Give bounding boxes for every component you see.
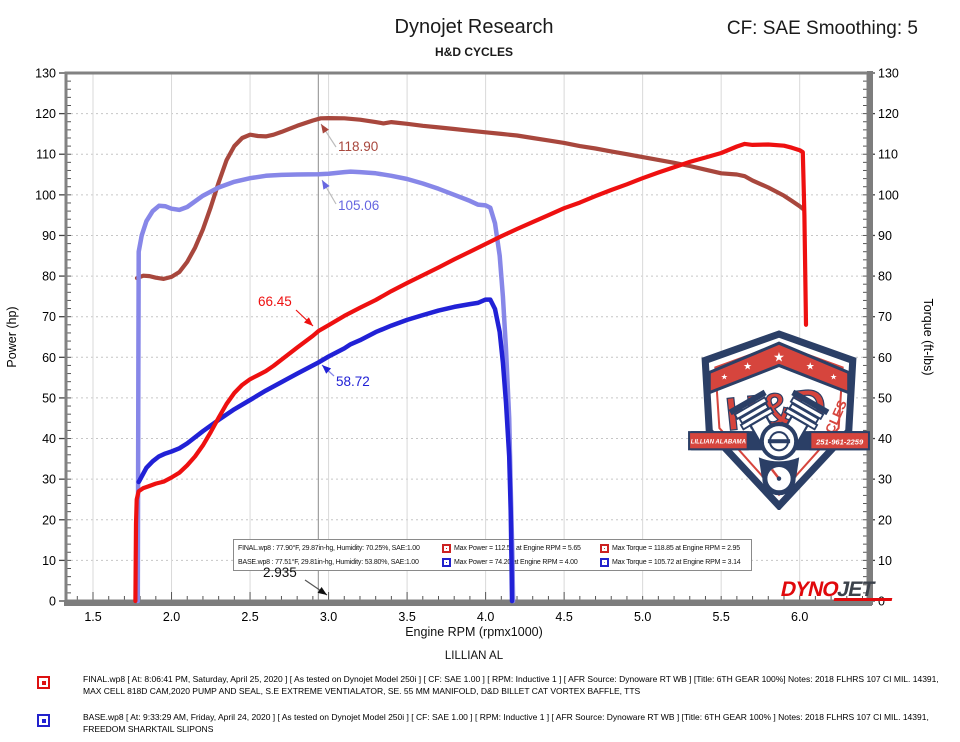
run-description-row: BASE.wp8 [ At: 9:33:29 AM, Friday, April…	[37, 712, 945, 735]
hd-logo-phone: 251-961-2259	[815, 437, 864, 446]
legend-file-conditions: BASE.wp8 : 77.51°F, 29.81in-hg, Humidity…	[238, 558, 419, 566]
legend-swatch-icon	[442, 557, 451, 567]
y-tick-label-left: 10	[42, 554, 56, 568]
location-label: LILLIAN AL	[444, 650, 504, 662]
x-tick-label: 2.0	[163, 610, 180, 624]
legend-row: FINAL.wp8 : 77.90°F, 29.87in-hg, Humidit…	[238, 543, 747, 553]
legend-file-conditions: FINAL.wp8 : 77.90°F, 29.87in-hg, Humidit…	[238, 544, 420, 552]
dynojet-logo-dyno: DYNO	[778, 578, 841, 601]
y-tick-label-right: 30	[878, 473, 892, 487]
run-swatch-icon	[37, 714, 50, 727]
y-tick-label-right: 50	[878, 391, 892, 405]
x-tick-label: 5.0	[634, 610, 651, 624]
legend-swatch-icon	[600, 557, 609, 567]
x-tick-label: 5.5	[712, 610, 729, 624]
run-description-text: BASE.wp8 [ At: 9:33:29 AM, Friday, April…	[83, 712, 929, 734]
y-tick-label-left: 30	[42, 473, 56, 487]
x-tick-label: 4.0	[477, 610, 494, 624]
y-tick-label-left: 60	[42, 351, 56, 365]
gauge-hub	[776, 476, 782, 481]
y-tick-label-right: 130	[878, 67, 899, 81]
star-icon: ★	[806, 361, 815, 372]
y-tick-label-left: 120	[35, 107, 56, 121]
x-tick-label: 4.5	[555, 610, 572, 624]
y-tick-label-left: 20	[42, 513, 56, 527]
star-icon: ★	[830, 373, 837, 382]
y-axis-label-left: Power (hp)	[5, 306, 19, 367]
run-stats-legend-box: FINAL.wp8 : 77.90°F, 29.87in-hg, Humidit…	[233, 539, 752, 571]
y-tick-label-left: 80	[42, 270, 56, 284]
x-tick-label: 2.5	[241, 610, 258, 624]
legend-swatch-icon	[600, 543, 609, 553]
legend-max-torque: Max Torque = 118.85 at Engine RPM = 2.95	[612, 544, 740, 552]
x-tick-label: 6.0	[791, 610, 808, 624]
star-icon: ★	[773, 349, 785, 364]
y-tick-label-right: 10	[878, 554, 892, 568]
star-icon: ★	[721, 373, 728, 382]
y-tick-label-right: 100	[878, 188, 899, 202]
page-title: Dynojet Research	[394, 16, 554, 38]
y-tick-label-right: 70	[878, 310, 892, 324]
logo-right-ribbon	[809, 431, 870, 451]
legend-max-power: Max Power = 74.20 at Engine RPM = 4.00	[454, 558, 578, 566]
y-tick-label-left: 130	[35, 67, 56, 81]
y-tick-label-left: 70	[42, 310, 56, 324]
x-tick-label: 1.5	[84, 610, 101, 624]
y-tick-label-right: 40	[878, 432, 892, 446]
y-tick-label-left: 100	[35, 188, 56, 202]
dynojet-logo-jet: JET	[835, 578, 876, 601]
x-axis-label: Engine RPM (rpmx1000)	[405, 625, 543, 639]
legend-swatch-icon	[442, 543, 451, 553]
hd-logo-city: LILLIAN ALABAMA	[691, 440, 746, 446]
y-axis-label-right: Torque (ft-lbs)	[921, 298, 935, 375]
y-tick-label-right: 120	[878, 107, 899, 121]
y-tick-label-right: 80	[878, 270, 892, 284]
y-tick-label-right: 20	[878, 513, 892, 527]
y-tick-label-left: 0	[49, 595, 56, 609]
engine-air-cleaner-slot	[767, 439, 791, 444]
star-icon: ★	[743, 361, 752, 372]
legend-row: BASE.wp8 : 77.51°F, 29.81in-hg, Humidity…	[238, 557, 747, 567]
run-description-row: FINAL.wp8 [ At: 8:06:41 PM, Saturday, Ap…	[37, 674, 945, 697]
y-tick-label-left: 90	[42, 229, 56, 243]
run-swatch-icon	[37, 676, 50, 689]
x-tick-label: 3.5	[398, 610, 415, 624]
run-description-text: FINAL.wp8 [ At: 8:06:41 PM, Saturday, Ap…	[83, 674, 939, 696]
correction-factor-label: CF: SAE Smoothing: 5	[726, 18, 918, 39]
hd-cycles-logo: ★ ★ ★ ★ ★ H&D CYCLES LILLIAN ALABAMA 251…	[688, 330, 870, 510]
y-tick-label-left: 110	[36, 148, 56, 162]
dynojet-logo: DYNOJET	[778, 578, 893, 602]
legend-max-torque: Max Torque = 105.72 at Engine RPM = 3.14	[612, 558, 741, 566]
y-tick-label-right: 0	[878, 595, 885, 609]
y-tick-label-left: 50	[42, 391, 56, 405]
y-tick-label-right: 90	[878, 229, 892, 243]
y-tick-label-right: 110	[878, 148, 898, 162]
y-tick-label-right: 60	[878, 351, 892, 365]
page-subtitle: H&D CYCLES	[434, 45, 513, 59]
legend-max-power: Max Power = 112.54 at Engine RPM = 5.65	[454, 544, 581, 552]
x-tick-label: 3.0	[320, 610, 337, 624]
y-tick-label-left: 40	[42, 432, 56, 446]
